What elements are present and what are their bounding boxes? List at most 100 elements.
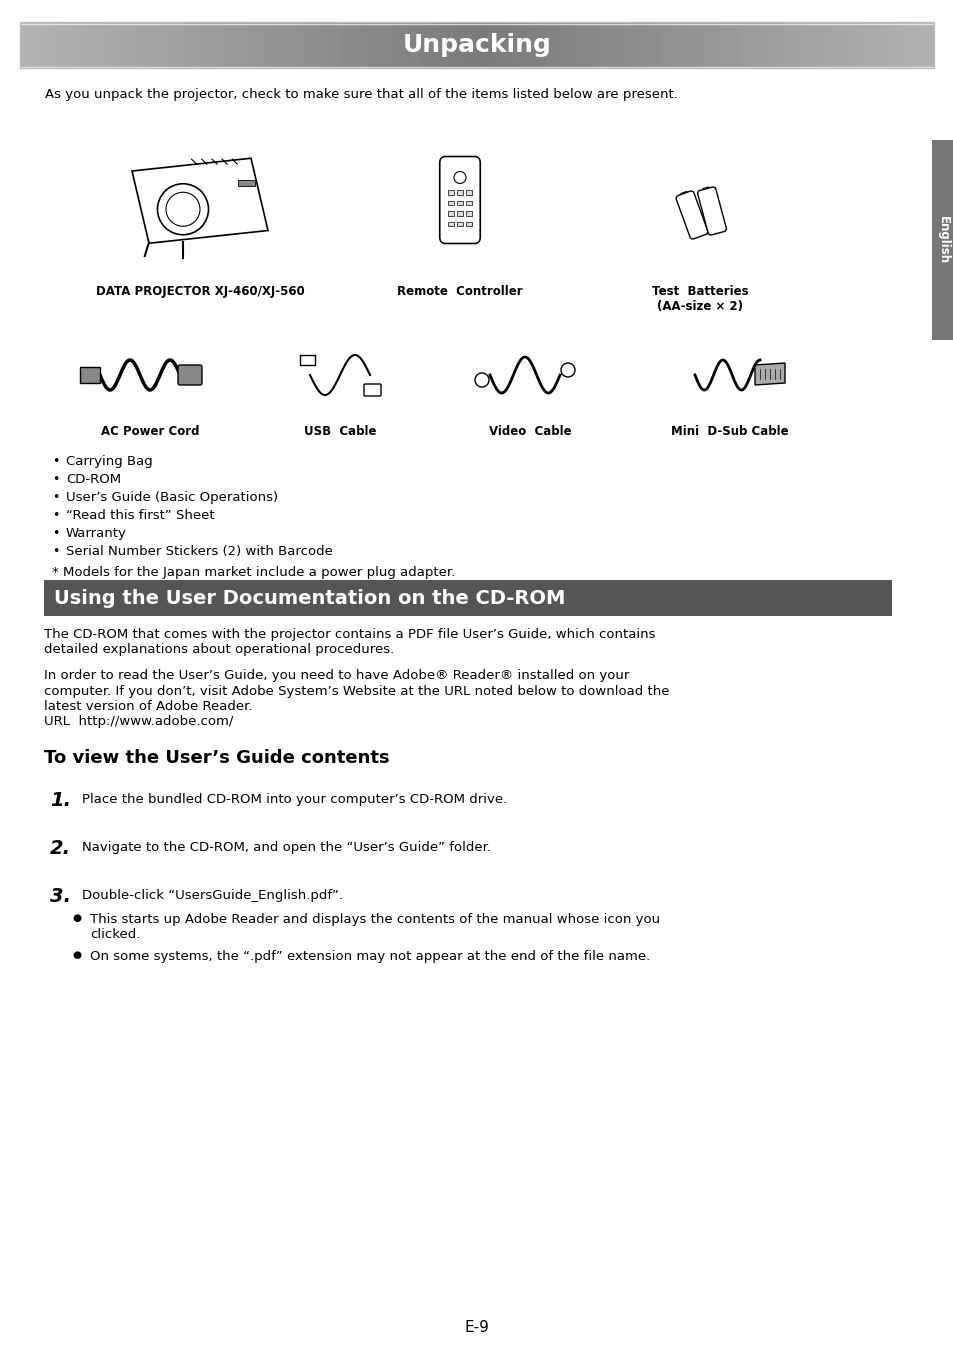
Text: 1.: 1. bbox=[50, 791, 71, 810]
Text: •: • bbox=[52, 527, 59, 539]
Bar bbox=[20, 22, 933, 68]
Bar bbox=[614, 22, 625, 68]
Bar bbox=[43, 22, 54, 68]
Text: * Models for the Japan market include a power plug adapter.: * Models for the Japan market include a … bbox=[52, 566, 455, 579]
Bar bbox=[54, 22, 66, 68]
Text: Serial Number Stickers (2) with Barcode: Serial Number Stickers (2) with Barcode bbox=[66, 545, 333, 558]
Bar bbox=[448, 211, 454, 216]
Bar bbox=[89, 22, 100, 68]
Text: In order to read the User’s Guide, you need to have Adobe® Reader® installed on : In order to read the User’s Guide, you n… bbox=[44, 669, 629, 681]
Bar bbox=[419, 22, 432, 68]
Bar bbox=[408, 22, 420, 68]
Text: Warranty: Warranty bbox=[66, 527, 127, 539]
Bar bbox=[761, 22, 774, 68]
Bar bbox=[77, 22, 89, 68]
Ellipse shape bbox=[560, 362, 575, 377]
Bar bbox=[80, 366, 100, 383]
Text: (AA-size × 2): (AA-size × 2) bbox=[657, 300, 742, 314]
Bar bbox=[203, 22, 214, 68]
Bar bbox=[534, 22, 545, 68]
Bar bbox=[456, 222, 462, 226]
Bar bbox=[511, 22, 522, 68]
Bar bbox=[568, 22, 579, 68]
Text: This starts up Adobe Reader and displays the contents of the manual whose icon y: This starts up Adobe Reader and displays… bbox=[90, 913, 659, 926]
Bar bbox=[351, 22, 363, 68]
Bar bbox=[476, 22, 488, 68]
Text: •: • bbox=[52, 491, 59, 504]
Bar bbox=[66, 22, 77, 68]
Bar bbox=[123, 22, 134, 68]
Bar bbox=[853, 22, 865, 68]
Text: ●: ● bbox=[71, 913, 81, 923]
FancyBboxPatch shape bbox=[697, 187, 725, 235]
Bar bbox=[602, 22, 614, 68]
Bar bbox=[157, 22, 169, 68]
Bar bbox=[557, 22, 568, 68]
Bar bbox=[931, 141, 953, 339]
Bar bbox=[271, 22, 283, 68]
Bar bbox=[705, 22, 717, 68]
Text: “Read this first” Sheet: “Read this first” Sheet bbox=[66, 508, 214, 522]
Bar bbox=[784, 22, 797, 68]
Text: As you unpack the projector, check to make sure that all of the items listed bel: As you unpack the projector, check to ma… bbox=[45, 88, 678, 101]
Bar bbox=[887, 22, 900, 68]
Bar bbox=[259, 22, 272, 68]
Bar bbox=[214, 22, 226, 68]
Bar bbox=[637, 22, 648, 68]
Bar bbox=[910, 22, 923, 68]
Text: Unpacking: Unpacking bbox=[402, 32, 551, 57]
Bar bbox=[739, 22, 751, 68]
FancyBboxPatch shape bbox=[676, 191, 707, 239]
Bar bbox=[579, 22, 591, 68]
Text: computer. If you don’t, visit Adobe System’s Website at the URL noted below to d: computer. If you don’t, visit Adobe Syst… bbox=[44, 684, 669, 698]
Bar bbox=[442, 22, 455, 68]
Polygon shape bbox=[754, 362, 784, 385]
Bar bbox=[305, 22, 317, 68]
Bar bbox=[773, 22, 785, 68]
Text: Using the User Documentation on the CD-ROM: Using the User Documentation on the CD-R… bbox=[54, 588, 565, 607]
Bar bbox=[465, 211, 472, 216]
Bar bbox=[448, 222, 454, 226]
Bar bbox=[20, 22, 31, 68]
Bar bbox=[328, 22, 340, 68]
Bar bbox=[702, 187, 709, 193]
Bar bbox=[648, 22, 659, 68]
Bar bbox=[750, 22, 762, 68]
Bar bbox=[694, 22, 705, 68]
Bar bbox=[454, 22, 466, 68]
Bar bbox=[499, 22, 511, 68]
Text: latest version of Adobe Reader.: latest version of Adobe Reader. bbox=[44, 700, 253, 713]
Bar bbox=[448, 200, 454, 206]
Bar bbox=[680, 192, 688, 197]
Bar bbox=[431, 22, 443, 68]
Bar bbox=[316, 22, 329, 68]
Ellipse shape bbox=[475, 373, 489, 387]
Bar bbox=[876, 22, 888, 68]
Bar bbox=[830, 22, 842, 68]
Bar bbox=[465, 222, 472, 226]
Text: 2.: 2. bbox=[50, 840, 71, 859]
Bar bbox=[374, 22, 386, 68]
Text: detailed explanations about operational procedures.: detailed explanations about operational … bbox=[44, 644, 394, 657]
Text: English: English bbox=[936, 216, 948, 264]
Text: ●: ● bbox=[71, 950, 81, 960]
Bar bbox=[671, 22, 682, 68]
Bar bbox=[899, 22, 911, 68]
Bar bbox=[465, 191, 472, 195]
Text: Remote  Controller: Remote Controller bbox=[396, 285, 522, 297]
Text: Video  Cable: Video Cable bbox=[488, 425, 571, 438]
Text: Double-click “UsersGuide_English.pdf”.: Double-click “UsersGuide_English.pdf”. bbox=[82, 890, 343, 902]
Bar bbox=[31, 22, 43, 68]
Bar bbox=[282, 22, 294, 68]
FancyBboxPatch shape bbox=[178, 365, 202, 385]
Bar bbox=[299, 356, 314, 365]
FancyBboxPatch shape bbox=[364, 384, 380, 396]
Bar bbox=[465, 200, 472, 206]
Bar bbox=[727, 22, 740, 68]
Bar bbox=[456, 211, 462, 216]
Text: URL  http://www.adobe.com/: URL http://www.adobe.com/ bbox=[44, 715, 233, 729]
Bar bbox=[226, 22, 237, 68]
Bar bbox=[545, 22, 557, 68]
Bar bbox=[100, 22, 112, 68]
Bar bbox=[796, 22, 808, 68]
